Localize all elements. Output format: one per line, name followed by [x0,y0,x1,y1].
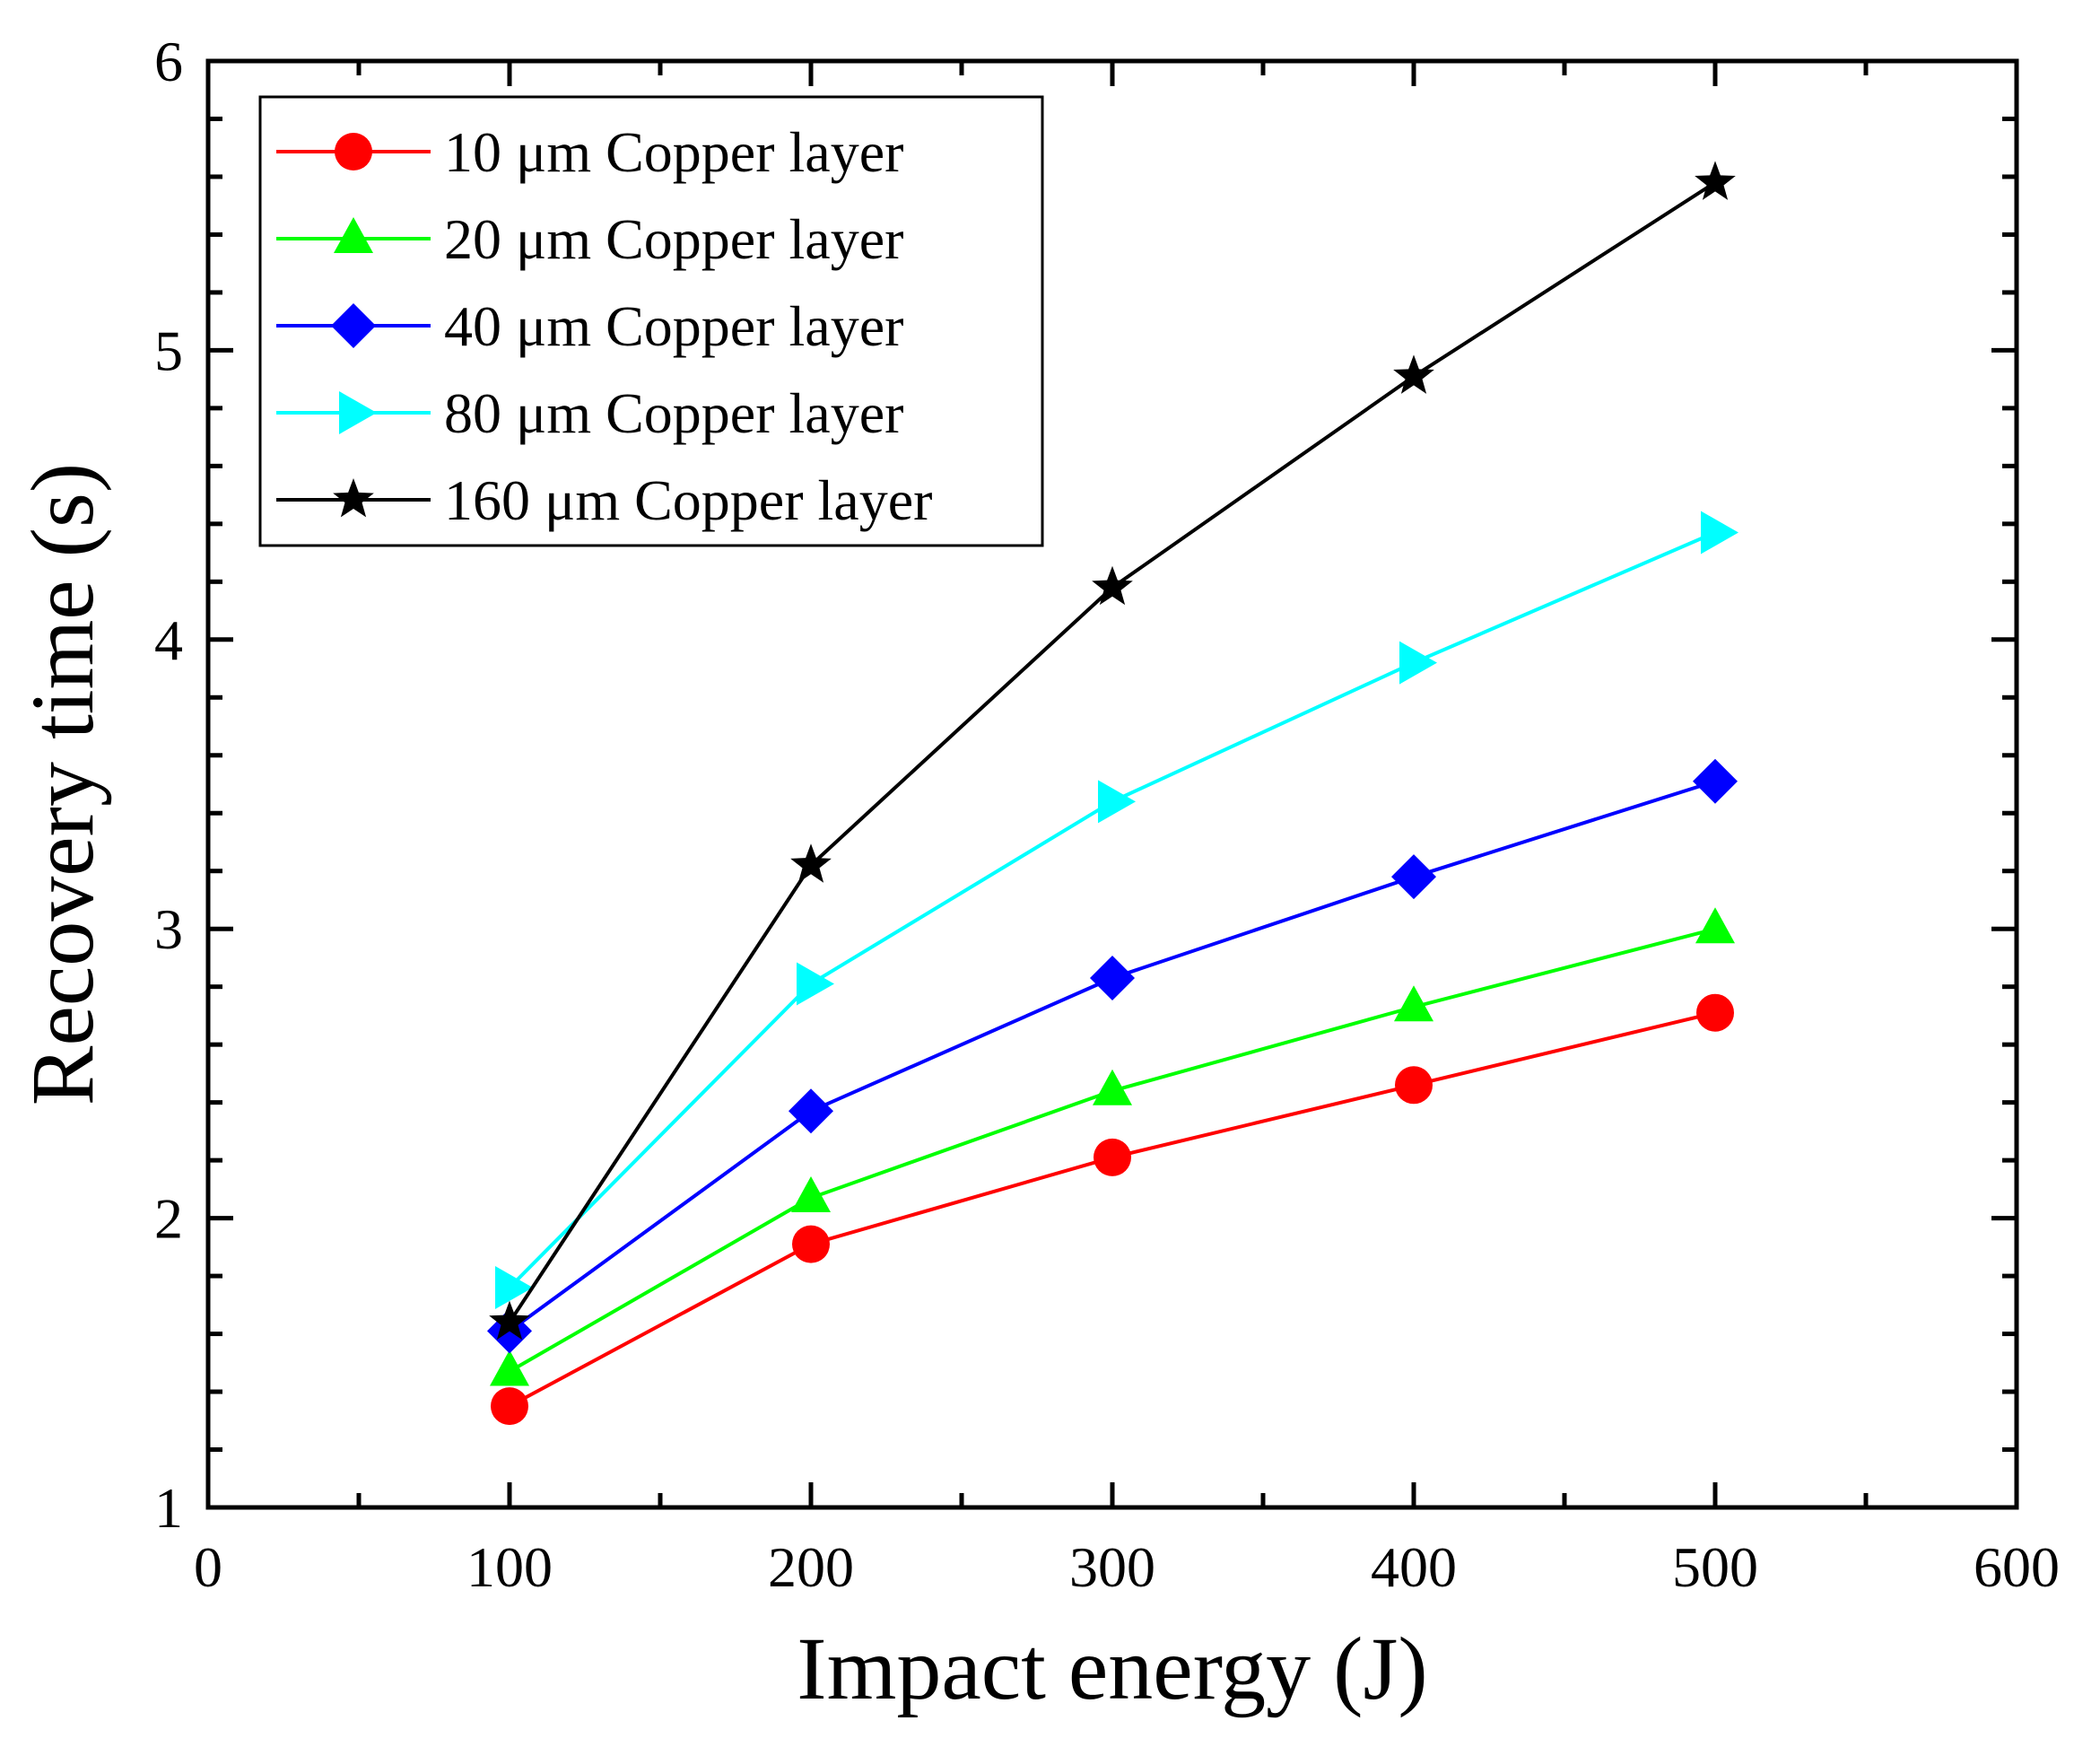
legend-swatch-marker [331,303,376,348]
x-tick-label: 600 [1974,1535,2060,1599]
x-tick-label: 400 [1371,1535,1457,1599]
y-tick-label: 4 [154,608,183,672]
legend-swatch-marker [333,478,374,518]
data-point [797,962,834,1006]
x-tick-label: 300 [1069,1535,1155,1599]
legend-label: 20 μm Copper layer [444,207,903,271]
data-point [1098,780,1136,824]
data-point [791,1176,831,1213]
y-tick-label: 3 [154,897,183,961]
data-point [1393,354,1434,394]
data-point [789,1088,833,1134]
y-tick-label: 1 [154,1476,183,1540]
y-tick-label: 5 [154,319,183,382]
legend-entry: 40 μm Copper layer [276,294,903,358]
legend-entry: 160 μm Copper layer [276,468,932,532]
data-point [1094,1138,1131,1176]
data-point [1695,907,1735,944]
data-point [790,843,832,883]
series-4 [489,161,1736,1341]
data-point [1093,1069,1132,1105]
legend-swatch-marker [335,133,372,170]
data-point [1394,985,1433,1022]
data-point [1395,1066,1433,1105]
legend-entry: 20 μm Copper layer [276,207,903,271]
x-axis-title: Impact energy (J) [797,1619,1427,1718]
legend-label: 10 μm Copper layer [444,120,903,184]
legend-swatch-marker [339,391,377,434]
y-axis-title: Recovery time (s) [13,463,112,1105]
data-point [1391,854,1436,900]
data-point [490,1350,529,1386]
data-point [489,1300,530,1341]
x-tick-label: 100 [466,1535,553,1599]
x-tick-label: 500 [1672,1535,1758,1599]
legend-label: 40 μm Copper layer [444,294,903,358]
data-point [495,1265,533,1309]
data-point [1695,161,1736,200]
series-2 [487,758,1738,1354]
data-point [1701,511,1738,555]
series-3 [495,511,1738,1309]
legend-label: 160 μm Copper layer [444,468,932,532]
data-point [1696,993,1734,1032]
x-tick-label: 0 [194,1535,222,1599]
data-point [1092,565,1133,606]
legend-swatch-marker [334,217,373,253]
data-point [1693,758,1738,804]
data-point [491,1387,528,1426]
plot-frame [205,58,2019,1510]
data-point [1399,641,1437,685]
data-point [792,1225,830,1263]
legend-box [258,95,1044,547]
legend-entry: 10 μm Copper layer [276,120,903,184]
x-tick-label: 200 [768,1535,854,1599]
y-tick-label: 6 [154,30,183,93]
series-1 [490,907,1735,1386]
legend-label: 80 μm Copper layer [444,381,903,445]
data-point [1090,956,1135,1001]
series-0 [491,993,1734,1426]
y-tick-label: 2 [154,1187,183,1251]
legend-entry: 80 μm Copper layer [276,381,903,445]
